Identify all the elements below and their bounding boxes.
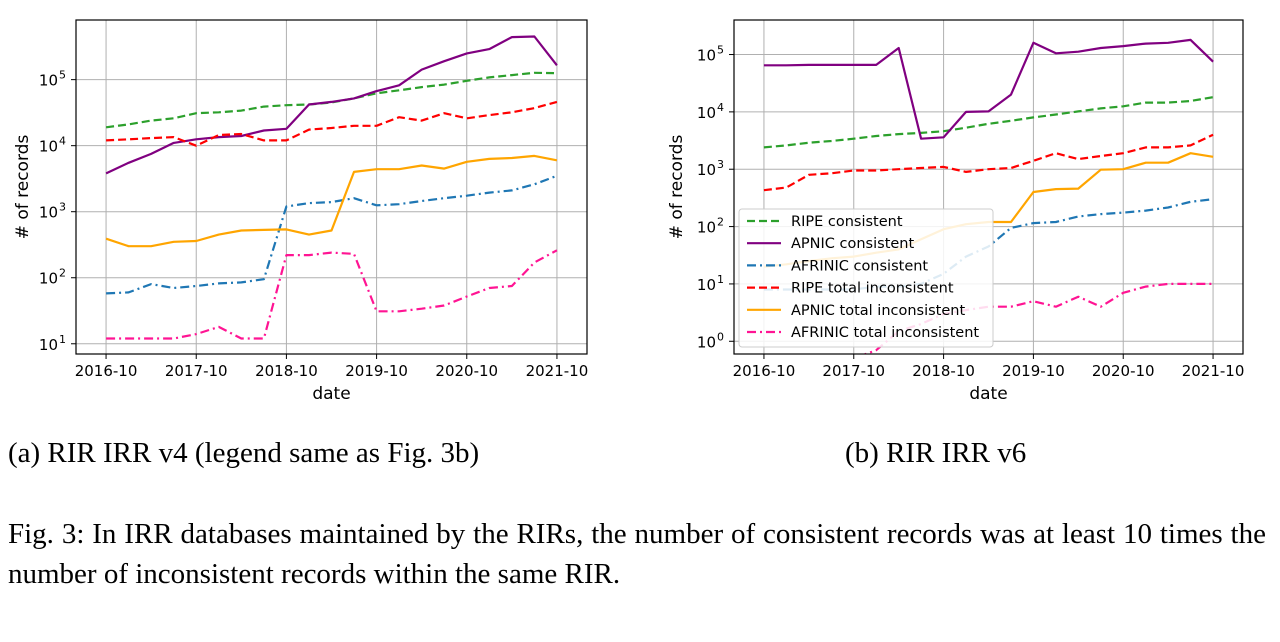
y-tick-exponent: 4 <box>59 135 66 148</box>
legend-label: APNIC total inconsistent <box>791 303 965 319</box>
x-tick-label: 2021-10 <box>1182 362 1245 380</box>
series-line-apnic-consistent <box>763 38 1214 140</box>
series-line-ripe-consistent <box>763 96 1214 149</box>
legend-label: AFRINIC consistent <box>791 258 928 274</box>
plot-frame <box>733 19 1244 355</box>
series-line-ripe-total-inconsistent <box>106 100 558 147</box>
series-line-afrinic-consistent <box>106 174 558 295</box>
y-tick-label: 10 <box>697 47 716 65</box>
y-tick-label: 10 <box>697 219 716 237</box>
series-line-apnic-consistent <box>105 35 558 175</box>
y-tick-label: 10 <box>39 72 58 90</box>
y-tick-label: 10 <box>697 333 716 351</box>
y-tick-exponent: 5 <box>59 69 66 82</box>
y-tick-exponent: 3 <box>717 158 724 171</box>
chart-a: 2016-10 2017-10 2018-10 2019-10 2020-10 2021-… <box>13 19 589 404</box>
x-axis-label: date <box>312 384 350 404</box>
legend-box <box>738 208 994 348</box>
x-tick-label: 2020-10 <box>435 362 498 380</box>
y-tick-exponent: 2 <box>59 267 66 280</box>
series-line-ripe-total-inconsistent <box>763 133 1214 192</box>
x-tick-label: 2016-10 <box>75 362 138 380</box>
y-tick-exponent: 5 <box>717 44 724 57</box>
x-tick-label: 2018-10 <box>255 362 318 380</box>
y-tick-exponent: 1 <box>59 333 66 346</box>
plot-frame <box>75 19 588 355</box>
y-tick-label: 10 <box>39 270 58 288</box>
y-tick-label: 10 <box>39 138 58 156</box>
x-tick-label: 2020-10 <box>1092 362 1155 380</box>
y-tick-label: 10 <box>697 161 716 179</box>
y-tick-label: 10 <box>39 204 58 222</box>
legend-label: APNIC consistent <box>791 236 914 252</box>
y-tick-exponent: 0 <box>717 330 724 343</box>
x-tick-label: 2017-10 <box>165 362 228 380</box>
y-tick-exponent: 4 <box>717 101 724 114</box>
y-tick-label: 10 <box>697 276 716 294</box>
figure-caption: Fig. 3: In IRR databases maintained by t… <box>8 518 1266 590</box>
series-line-ripe-consistent <box>105 71 557 129</box>
y-tick-exponent: 2 <box>717 216 724 229</box>
x-tick-label: 2021-10 <box>526 362 589 380</box>
y-tick-exponent: 1 <box>717 273 724 286</box>
y-tick-label: 10 <box>39 336 58 354</box>
legend-label: RIPE consistent <box>791 214 903 230</box>
x-tick-label: 2018-10 <box>912 362 975 380</box>
y-tick-label: 10 <box>697 104 716 122</box>
x-tick-label: 2016-10 <box>733 362 796 380</box>
subcaption-a: (a) RIR IRR v4 (legend same as Fig. 3b) <box>8 437 480 469</box>
y-axis-label: # of records <box>667 135 687 240</box>
legend-label: AFRINIC total inconsistent <box>791 325 979 341</box>
chart-b: 2016-10 2017-10 2018-10 2019-10 2020-10 2021-… <box>667 19 1245 404</box>
y-axis-label: # of records <box>13 135 33 240</box>
subcaption-b: (b) RIR IRR v6 <box>845 437 1027 469</box>
legend-label: RIPE total inconsistent <box>791 281 954 297</box>
series-line-apnic-total-inconsistent <box>105 154 558 248</box>
x-tick-label: 2017-10 <box>822 362 885 380</box>
x-tick-label: 2019-10 <box>1002 362 1065 380</box>
y-tick-exponent: 3 <box>59 201 66 214</box>
x-axis-label: date <box>969 384 1007 404</box>
series-line-afrinic-total-inconsistent <box>106 249 558 340</box>
x-tick-label: 2019-10 <box>345 362 408 380</box>
